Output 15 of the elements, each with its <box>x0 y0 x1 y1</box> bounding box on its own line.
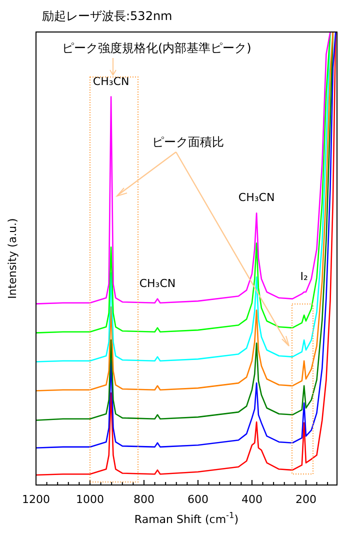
x-tick-label: 800 <box>133 493 154 506</box>
y-axis-title: Intensity (a.u.) <box>6 218 19 299</box>
x-tick-label: 600 <box>187 493 208 506</box>
x-tick-label: 400 <box>241 493 262 506</box>
annotation: CH₃CN <box>238 191 275 204</box>
annotation: I₂ <box>300 270 308 284</box>
x-tick-label: 1000 <box>76 493 104 506</box>
chart-title: 励起レーザ波長:532nm <box>42 9 172 23</box>
x-axis-title: Raman Shift (cm$^{-1}$) <box>134 510 239 526</box>
annotation: CH₃CN <box>92 74 130 88</box>
annotation: ピーク強度規格化(内部基準ピーク) <box>62 41 252 55</box>
x-tick-label: 200 <box>295 493 316 506</box>
annotation: CH₃CN <box>139 276 176 290</box>
annotation: ピーク面積比 <box>152 135 224 149</box>
x-tick-label: 1200 <box>22 493 50 506</box>
